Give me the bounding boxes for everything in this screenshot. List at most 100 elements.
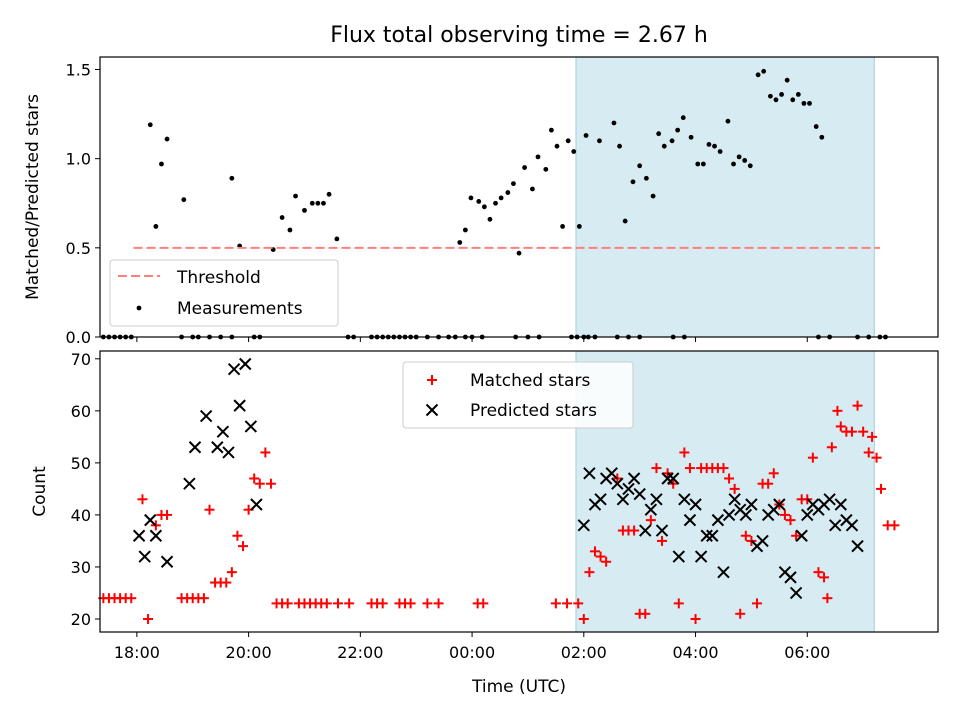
chart-title: Flux total observing time = 2.67 h [330,23,708,48]
top-panel: 0.0 0.5 1.0 1.5 Matched/Predicted stars Thres… [23,56,939,347]
measurement-point [554,143,560,149]
matched-point [249,473,260,484]
predicted-point-b [823,493,836,506]
legend-box [402,361,634,429]
matched-point [871,452,882,463]
predicted-point [722,508,736,522]
predicted-point [199,409,213,423]
predicted-point-b [227,363,241,376]
matched-point [422,598,433,609]
measurement-point [302,207,307,213]
x-tick-label: 22:00 [337,643,383,662]
measurement-point [530,186,535,192]
predicted-point-b [644,503,658,516]
measurement-point [650,193,656,199]
matched-point [126,593,137,604]
x-axis-label: Time (UTC) [471,677,566,697]
predicted-point [216,425,230,438]
predicted-point-b [655,524,669,537]
predicted-point-b [689,498,702,511]
matched-point [601,556,612,567]
predicted-point [711,513,725,527]
measurement-point [511,181,516,187]
matched-point [589,546,600,557]
predicted-point [756,534,769,548]
predicted-point [644,503,658,516]
predicted-point [655,524,669,537]
predicted-point [801,508,814,522]
matched-point [265,478,276,489]
legend-predicted-swatch-b [425,403,439,417]
predicted-point-b [132,529,146,542]
matched-point [645,515,656,526]
predicted-point [706,529,719,542]
predicted-point [144,513,157,527]
predicted-point [694,550,708,563]
predicted-point [661,472,674,485]
matched-point [204,504,215,515]
measurement-point [571,149,577,154]
matched-point [724,473,735,484]
predicted-point [683,513,697,527]
measurement-point [498,195,504,201]
predicted-point-b [199,409,213,423]
predicted-point [149,529,163,542]
matched-point [863,447,874,458]
measurement-point [468,195,474,201]
predicted-point-b [739,508,753,522]
matched-point [550,598,561,609]
measurement-point [164,136,170,142]
predicted-point [132,529,146,542]
measurement-point [773,97,779,103]
matched-point [562,598,573,609]
predicted-point-b [845,519,859,532]
predicted-point-b [666,472,680,485]
predicted-point-b [605,467,618,480]
legend-measurement-swatch [136,305,142,311]
predicted-point-b [233,399,246,412]
matched-point [260,447,271,458]
predicted-point-b [211,441,224,454]
measurement-point [617,143,622,149]
matched-point [232,530,243,541]
y-tick-label: 0.0 [66,328,91,347]
measurement-point [747,163,753,169]
measurement-point [675,127,681,133]
measurement-point [731,161,736,167]
measurement-point [565,138,571,144]
matched-point [578,613,589,624]
predicted-point-b [633,487,646,501]
predicted-point-b [244,420,258,433]
matched-point [640,608,651,619]
measurement-point [505,190,511,195]
measurement-point [790,97,796,103]
predicted-point-b [650,493,663,506]
predicted-point [789,586,803,600]
measurement-point [725,118,731,124]
measurement-point [181,197,187,203]
predicted-point-b [722,508,736,522]
measurement-point [736,154,742,160]
matched-point [768,468,779,479]
matched-point [573,598,584,609]
matched-point [729,483,740,494]
measurement-point [522,165,527,170]
y-tick-label: 60 [71,402,91,421]
measurement-point [630,179,636,185]
predicted-point [250,498,263,511]
measurement-point [706,141,712,147]
predicted-point [672,550,685,563]
predicted-point-b [594,493,607,506]
predicted-point-b [756,534,769,548]
predicted-point [823,493,836,506]
matched-point [344,598,355,609]
predicted-point [577,519,591,532]
measurement-point [597,138,602,144]
predicted-point [633,487,646,501]
y-axis-label: Matched/Predicted stars [23,94,43,300]
measurement-point [717,149,723,154]
measurement-point [462,227,468,233]
y-tick-label: 50 [71,454,91,473]
y-tick-label: 70 [71,350,91,369]
